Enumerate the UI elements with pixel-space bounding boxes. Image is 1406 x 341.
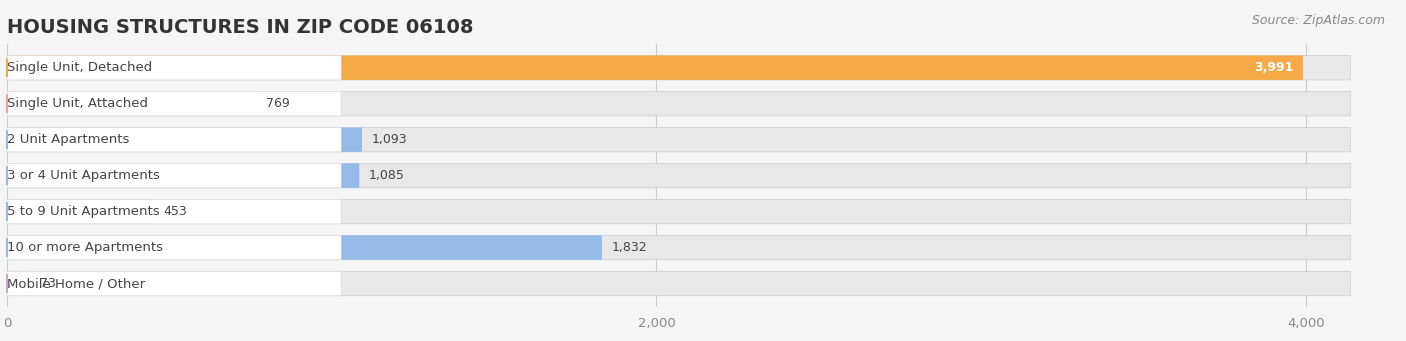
FancyBboxPatch shape [7, 91, 257, 116]
FancyBboxPatch shape [7, 235, 602, 260]
FancyBboxPatch shape [7, 128, 342, 152]
Text: 1,832: 1,832 [612, 241, 647, 254]
FancyBboxPatch shape [7, 56, 1303, 80]
FancyBboxPatch shape [7, 199, 1350, 224]
FancyBboxPatch shape [7, 128, 1350, 152]
FancyBboxPatch shape [7, 271, 31, 296]
Text: Mobile Home / Other: Mobile Home / Other [7, 277, 145, 290]
FancyBboxPatch shape [7, 163, 342, 188]
FancyBboxPatch shape [7, 163, 1350, 188]
Text: 10 or more Apartments: 10 or more Apartments [7, 241, 163, 254]
Text: Source: ZipAtlas.com: Source: ZipAtlas.com [1251, 14, 1385, 27]
Text: 2 Unit Apartments: 2 Unit Apartments [7, 133, 129, 146]
Text: 5 to 9 Unit Apartments: 5 to 9 Unit Apartments [7, 205, 160, 218]
FancyBboxPatch shape [7, 56, 1350, 80]
FancyBboxPatch shape [7, 128, 361, 152]
Text: Single Unit, Detached: Single Unit, Detached [7, 61, 152, 74]
Text: 1,085: 1,085 [370, 169, 405, 182]
FancyBboxPatch shape [7, 199, 155, 224]
FancyBboxPatch shape [7, 91, 1350, 116]
Text: 1,093: 1,093 [371, 133, 408, 146]
FancyBboxPatch shape [7, 91, 342, 116]
Text: HOUSING STRUCTURES IN ZIP CODE 06108: HOUSING STRUCTURES IN ZIP CODE 06108 [7, 18, 474, 37]
FancyBboxPatch shape [7, 271, 342, 296]
FancyBboxPatch shape [7, 235, 1350, 260]
FancyBboxPatch shape [7, 271, 1350, 296]
FancyBboxPatch shape [7, 56, 342, 80]
FancyBboxPatch shape [7, 235, 342, 260]
Text: 3 or 4 Unit Apartments: 3 or 4 Unit Apartments [7, 169, 160, 182]
Text: 453: 453 [165, 205, 187, 218]
Text: 769: 769 [267, 97, 290, 110]
FancyBboxPatch shape [7, 199, 342, 224]
FancyBboxPatch shape [7, 163, 360, 188]
Text: Single Unit, Attached: Single Unit, Attached [7, 97, 148, 110]
Text: 3,991: 3,991 [1254, 61, 1294, 74]
Text: 73: 73 [41, 277, 56, 290]
